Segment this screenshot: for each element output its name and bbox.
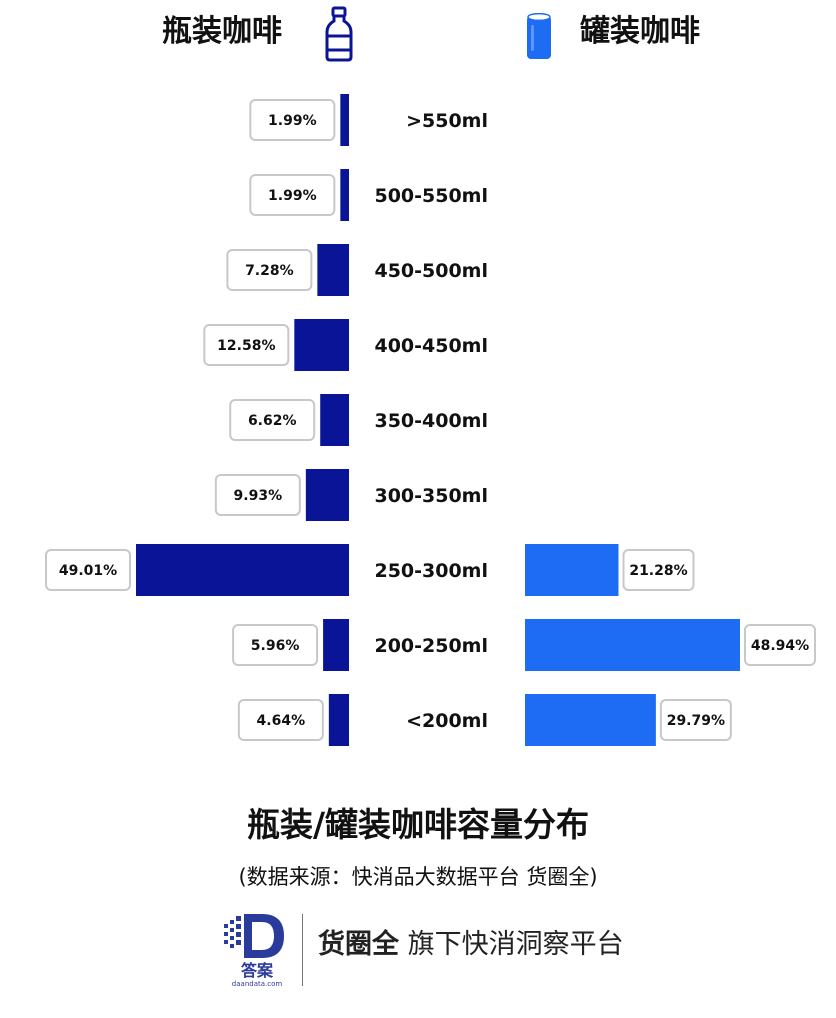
bottle-data-label-text: 1.99% [268,113,317,129]
can-bar [525,544,619,596]
can-data-label: 29.79% [659,699,732,741]
bottle-bar [294,319,349,371]
bottle-data-label-text: 6.62% [248,413,297,429]
bottle-data-label: 7.28% [226,249,313,291]
bottle-bar [323,619,349,671]
bottle-data-label-text: 5.96% [251,638,300,654]
bottle-data-label-text: 4.64% [257,713,306,729]
bottle-icon [325,6,353,62]
logo-url: daandata.com [232,980,283,988]
bottle-data-label: 5.96% [232,624,319,666]
capacity-butterfly-chart: >550ml 1.99% 500-550ml 1.99% 450-500ml 7.28% 4… [45,94,816,746]
bottle-bar [317,244,349,296]
bottle-data-label-text: 1.99% [268,188,317,204]
footer-brand: 货圈全 [318,929,399,960]
category-label: 500-550ml [374,185,488,207]
can-data-label-text: 29.79% [667,713,725,729]
bottle-bar [320,394,349,446]
category-label: 300-350ml [374,485,488,507]
can-icon [527,13,551,59]
category-label: 450-500ml [374,260,488,282]
category-label: 350-400ml [374,410,488,432]
can-data-label: 21.28% [622,549,695,591]
bottle-series-title: 瓶装咖啡 [162,14,282,49]
category-label: <200ml [406,710,488,732]
bottle-bar [136,544,349,596]
bottle-bar [340,169,349,221]
category-label: 250-300ml [374,560,488,582]
can-data-label: 48.94% [744,624,816,666]
category-label: >550ml [406,110,488,132]
can-data-label-text: 48.94% [751,638,809,654]
bottle-data-label-text: 49.01% [59,563,117,579]
bottle-data-label-text: 12.58% [217,338,275,354]
bottle-data-label: 1.99% [249,174,336,216]
category-label: 400-450ml [374,335,488,357]
bottle-data-label: 1.99% [249,99,336,141]
footer-divider [302,914,303,986]
bottle-data-label: 49.01% [45,549,131,591]
daandata-logo-icon: 答案 daandata.com [224,914,284,988]
footer: 答案 daandata.com 货圈全 旗下快消洞察平台 [222,912,692,988]
category-label: 200-250ml [374,635,488,657]
chart-title: 瓶装/罐装咖啡容量分布 [246,805,590,844]
bottle-data-label-text: 7.28% [245,263,294,279]
bottle-data-label-text: 9.93% [234,488,283,504]
bottle-bar [340,94,349,146]
bottle-data-label: 9.93% [214,474,301,516]
can-data-label-text: 21.28% [629,563,687,579]
bottle-data-label: 6.62% [229,399,316,441]
bottle-bar [305,469,349,521]
bottle-data-label: 4.64% [237,699,324,741]
can-bar [525,619,740,671]
bottle-data-label: 12.58% [203,324,290,366]
footer-brand-line: 货圈全 旗下快消洞察平台 [318,926,624,964]
footer-tagline: 旗下快消洞察平台 [407,929,624,960]
bottle-bar [328,694,349,746]
source-note: (数据来源：快消品大数据平台 货圈全) [238,865,598,889]
logo-text: 答案 [241,961,274,980]
can-series-title: 罐装咖啡 [580,14,700,49]
can-bar [525,694,656,746]
